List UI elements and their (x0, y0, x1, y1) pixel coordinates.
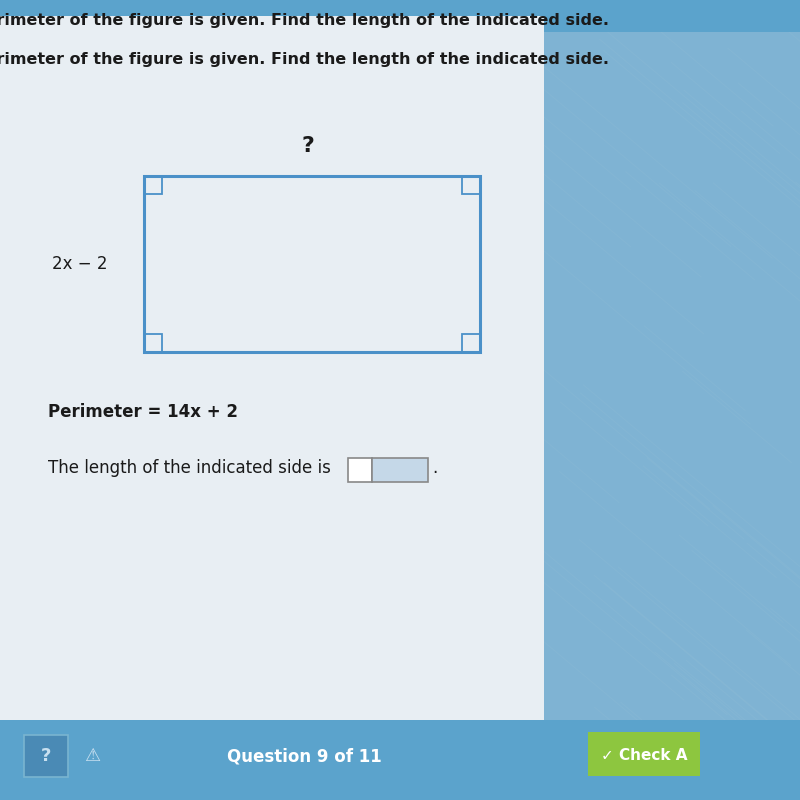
Text: The perimeter of the figure is given. Find the length of the indicated side.: The perimeter of the figure is given. Fi… (0, 13, 609, 27)
Bar (0, 0, 800, 32)
Text: ?: ? (41, 747, 51, 765)
Text: The perimeter of the figure is given. Find the length of the indicated side.: The perimeter of the figure is given. Fi… (0, 52, 609, 67)
Bar (348, 458, 372, 482)
Bar (588, 732, 700, 776)
Text: ⚠: ⚠ (84, 747, 100, 765)
Bar (0, 16, 544, 720)
Text: The length of the indicated side is: The length of the indicated side is (48, 459, 331, 477)
Bar (462, 176, 480, 194)
Text: 2x − 2: 2x − 2 (53, 255, 108, 273)
Text: ?: ? (302, 136, 314, 156)
Bar (462, 334, 480, 352)
Bar (144, 176, 162, 194)
Bar (372, 458, 428, 482)
Bar (144, 334, 162, 352)
Text: Perimeter = 14x + 2: Perimeter = 14x + 2 (48, 403, 238, 421)
Text: ✓ Check A: ✓ Check A (601, 749, 687, 763)
Bar (144, 176, 480, 352)
Text: .: . (432, 459, 438, 477)
Bar (24, 735, 68, 777)
Text: Question 9 of 11: Question 9 of 11 (226, 747, 382, 765)
Bar (0, 720, 800, 800)
